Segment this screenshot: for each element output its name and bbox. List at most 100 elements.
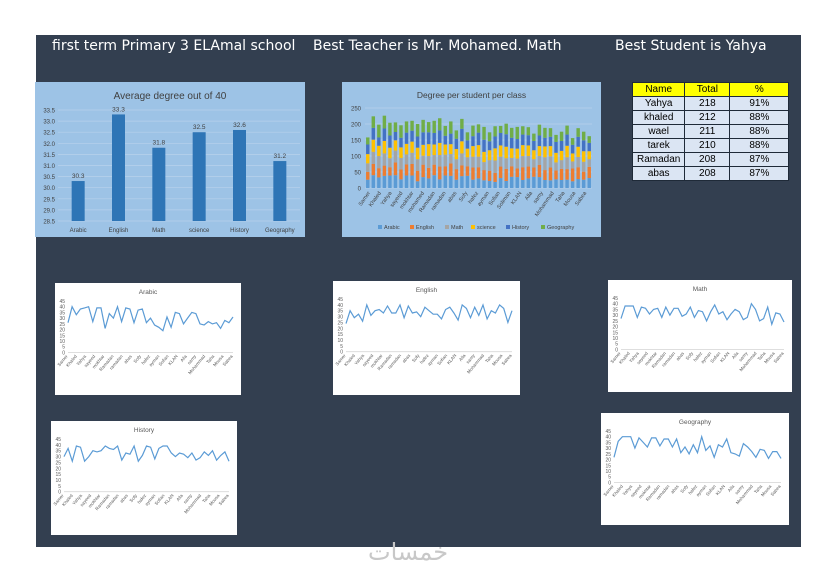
stack-segment-arabic xyxy=(548,180,553,188)
table-row: khaled 212 88% xyxy=(631,110,790,125)
x-tick-label: Sofy xyxy=(685,350,695,361)
stack-segment-arabic xyxy=(587,178,591,188)
column-header: Name xyxy=(631,82,686,97)
stack-segment-english xyxy=(565,169,569,180)
legend-label: Arabic xyxy=(384,225,400,231)
legend-swatch xyxy=(471,225,475,229)
table-row: tarek 210 88% xyxy=(631,138,790,153)
stack-segment-english xyxy=(559,168,564,180)
stack-segment-arabic xyxy=(487,180,492,188)
y-tick-label: 5 xyxy=(608,475,611,481)
table-cell: 88% xyxy=(729,110,790,125)
x-tick-label: abas xyxy=(670,483,681,494)
x-tick-label: Alla xyxy=(727,483,736,492)
y-tick-label: 32.5 xyxy=(43,131,55,137)
stack-segment-history xyxy=(504,134,508,147)
x-tick-label: Geography xyxy=(265,228,295,234)
stack-segment-science xyxy=(515,148,519,159)
stack-segment-history xyxy=(426,132,431,145)
stack-segment-arabic xyxy=(498,178,503,188)
stack-segment-arabic xyxy=(526,178,531,188)
stack-segment-geography xyxy=(526,127,531,136)
y-tick-label: 35 xyxy=(55,449,61,455)
stack-segment-english xyxy=(393,162,398,176)
stack-segment-history xyxy=(543,137,547,147)
chart-title: History xyxy=(134,427,155,434)
stack-segment-math xyxy=(515,158,519,169)
stack-segment-geography xyxy=(532,133,536,141)
y-tick-label: 0 xyxy=(615,347,618,353)
y-tick-label: 0 xyxy=(340,350,343,356)
stack-segment-science xyxy=(510,148,514,158)
bar-english xyxy=(112,114,125,221)
stack-segment-arabic xyxy=(366,179,370,188)
legend-label: Math xyxy=(451,225,463,231)
stack-segment-science xyxy=(548,146,553,157)
stack-segment-arabic xyxy=(460,176,464,188)
stack-segment-english xyxy=(543,170,547,180)
table-cell: 218 xyxy=(684,96,731,111)
stack-segment-history xyxy=(465,140,470,149)
stack-segment-arabic xyxy=(581,179,586,188)
stack-segment-math xyxy=(498,156,503,167)
stack-segment-math xyxy=(438,155,442,167)
table-cell: Ramadan xyxy=(631,152,686,167)
data-label: 32.6 xyxy=(233,122,246,129)
arabic-line-chart: Arabic 0 5 10 15 20 25 30 35 40 45 Samer Khaled Yahya… xyxy=(55,283,241,395)
legend-swatch xyxy=(506,225,510,229)
x-tick-label: Taha xyxy=(484,353,494,364)
stack-segment-history xyxy=(471,136,475,147)
stack-segment-science xyxy=(521,145,525,156)
x-tick-label: Sofy xyxy=(411,353,421,364)
stack-segment-math xyxy=(537,156,542,165)
stack-segment-english xyxy=(465,166,470,176)
math-chart-svg: Math051015202530354045SamerKhaledYahyasa… xyxy=(608,280,792,392)
chart-title: English xyxy=(416,287,438,294)
stack-segment-science xyxy=(438,142,442,156)
stack-segment-math xyxy=(587,159,591,167)
chart-title: Math xyxy=(693,286,708,293)
stack-segment-math xyxy=(476,156,481,168)
stack-segment-english xyxy=(415,170,420,182)
stack-segment-science xyxy=(487,150,492,161)
x-tick-label: samy xyxy=(186,353,197,365)
x-tick-label: Alla xyxy=(175,493,184,502)
stack-segment-arabic xyxy=(382,175,387,188)
x-tick-label: samy xyxy=(182,493,193,505)
stack-segment-science xyxy=(399,147,403,158)
stack-segment-geography xyxy=(537,124,542,136)
stack-segment-science xyxy=(460,141,464,154)
stack-segment-arabic xyxy=(465,175,470,188)
chart-panel-background xyxy=(601,413,789,525)
data-label: 30.3 xyxy=(72,173,85,180)
stack-segment-arabic xyxy=(410,175,414,188)
stack-segment-math xyxy=(510,157,514,167)
stack-segment-arabic xyxy=(482,180,486,188)
y-tick-label: 15 xyxy=(605,463,611,469)
stack-segment-geography xyxy=(454,130,459,139)
stack-segment-geography xyxy=(493,126,497,137)
stack-segment-arabic xyxy=(565,179,569,188)
y-tick-label: 29.5 xyxy=(43,197,55,203)
stack-segment-arabic xyxy=(537,177,542,188)
stack-segment-arabic xyxy=(399,179,403,188)
stack-segment-geography xyxy=(449,121,453,134)
y-tick-label: 20 xyxy=(55,466,61,472)
x-tick-label: science xyxy=(189,228,210,234)
stack-segment-arabic xyxy=(521,180,525,188)
chart-title: Average degree out of 40 xyxy=(114,91,227,102)
stack-segment-science xyxy=(498,145,503,157)
stack-segment-math xyxy=(565,157,569,170)
best-teacher-title: Best Teacher is Mr. Mohamed. Math xyxy=(313,38,562,54)
y-tick-label: 32.0 xyxy=(43,142,55,148)
stack-segment-geography xyxy=(443,125,447,136)
stack-segment-history xyxy=(526,135,531,146)
stack-segment-geography xyxy=(498,125,503,133)
y-tick-label: 40 xyxy=(612,302,618,308)
stack-segment-math xyxy=(449,154,453,164)
stack-segment-science xyxy=(454,148,459,160)
legend-swatch xyxy=(445,225,449,229)
y-tick-label: 50 xyxy=(354,171,361,177)
english-chart-svg: English051015202530354045SamerKhaledYahy… xyxy=(333,281,520,395)
x-tick-label: hafez xyxy=(140,353,151,365)
